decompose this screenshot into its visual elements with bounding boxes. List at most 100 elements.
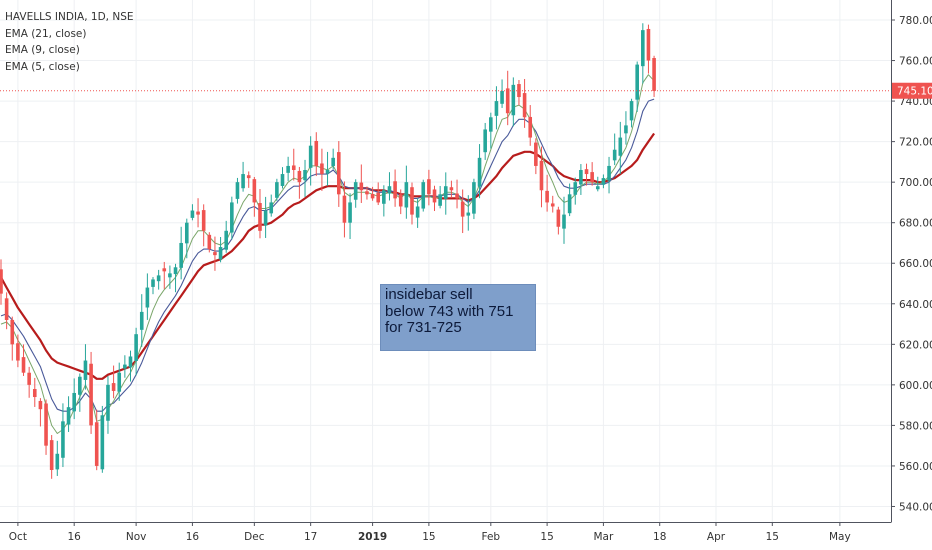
candle — [483, 122, 487, 160]
candle — [252, 176, 257, 217]
candle-body — [241, 174, 245, 189]
candle — [100, 405, 105, 473]
candle-body — [607, 165, 611, 181]
candle-body — [78, 376, 82, 395]
candle-body — [511, 84, 516, 116]
candle — [230, 196, 234, 240]
candle — [297, 166, 302, 199]
legend-ema21[interactable]: EMA (21, close) — [5, 27, 87, 40]
candle — [32, 377, 37, 407]
annotation-note[interactable]: insidebar sell below 743 with 751 for 73… — [380, 284, 536, 351]
candle-body — [353, 182, 358, 200]
legend-ema5[interactable]: EMA (5, close) — [5, 60, 80, 73]
candle-body — [500, 90, 504, 104]
candle-body — [190, 210, 195, 218]
candle-body — [398, 194, 403, 207]
candle-body — [618, 137, 623, 156]
candle — [545, 174, 549, 212]
candle — [111, 365, 116, 399]
candle-body — [201, 210, 206, 231]
candle — [550, 195, 555, 213]
candle-body — [308, 145, 313, 168]
candle-body — [472, 182, 476, 214]
candle — [629, 98, 634, 128]
candle — [624, 111, 628, 145]
candle-body — [579, 169, 583, 185]
candle-body — [410, 187, 414, 215]
candle-body — [466, 212, 471, 216]
candle-body — [517, 84, 521, 98]
candle-body — [624, 125, 628, 134]
candle — [601, 174, 606, 189]
candle — [331, 148, 335, 170]
candle — [280, 167, 285, 189]
candle — [353, 179, 358, 208]
candle-body — [10, 319, 15, 345]
candle-body — [106, 384, 110, 421]
candle — [567, 183, 572, 217]
time-tick-label: Dec — [244, 531, 265, 543]
candle-body — [320, 163, 324, 175]
candle — [584, 163, 589, 186]
candle-body — [128, 356, 133, 368]
candle — [618, 121, 623, 174]
candle-body — [370, 193, 375, 199]
candle — [263, 196, 268, 238]
candle-body — [139, 311, 144, 330]
candle-body — [145, 287, 150, 308]
candle-body — [567, 194, 572, 214]
candle-body — [612, 149, 617, 161]
candle — [162, 261, 167, 289]
candle-body — [449, 187, 454, 191]
candle-body — [652, 58, 656, 91]
candle — [213, 236, 217, 271]
candle — [505, 70, 510, 126]
candle-body — [595, 186, 600, 190]
candle-body — [230, 202, 234, 233]
last-price-badge — [892, 82, 932, 99]
time-tick-label: May — [829, 531, 851, 543]
candle — [410, 182, 414, 225]
candle-body — [382, 190, 386, 204]
candle-body — [427, 179, 431, 195]
candle-body — [376, 192, 381, 203]
candle — [156, 269, 161, 290]
candle — [258, 189, 262, 239]
candle-body — [528, 116, 533, 138]
candle — [376, 182, 381, 206]
time-axis-background — [0, 522, 932, 550]
candle — [365, 186, 369, 200]
price-tick-label: 640.00 — [899, 299, 932, 311]
candle — [443, 172, 448, 215]
candle-body — [556, 209, 561, 227]
legend-symbol[interactable]: HAVELLS INDIA, 1D, NSE — [5, 11, 134, 23]
candle-body — [562, 214, 566, 229]
price-tick-label: 540.00 — [899, 501, 932, 513]
candle-body — [252, 179, 257, 203]
candle — [89, 351, 93, 434]
legend-ema9[interactable]: EMA (9, close) — [5, 44, 80, 56]
candle — [314, 132, 319, 177]
time-axis[interactable]: Oct 16 Nov 16 Dec 17 2019 15 Feb 15 Mar 18 Apr 15 May — [0, 522, 932, 550]
candle-body — [387, 186, 392, 194]
candle — [539, 146, 544, 208]
price-tick-label: 660.00 — [899, 258, 932, 270]
candle-body — [224, 230, 228, 250]
candle-body — [173, 267, 178, 275]
candle — [106, 376, 110, 434]
candle-body — [27, 372, 31, 385]
candle — [55, 440, 60, 476]
candle-body — [432, 189, 437, 203]
candle — [590, 162, 594, 186]
candle — [494, 86, 499, 130]
candles — [0, 23, 656, 479]
time-tick-label: 17 — [304, 531, 317, 543]
candle-body — [337, 152, 341, 195]
candle — [139, 294, 144, 347]
candle — [10, 316, 15, 361]
candle — [117, 362, 122, 401]
candle — [308, 136, 313, 186]
price-axis[interactable]: 540.00 560.00 580.00 600.00 620.00 640.00 660.… — [891, 0, 932, 550]
